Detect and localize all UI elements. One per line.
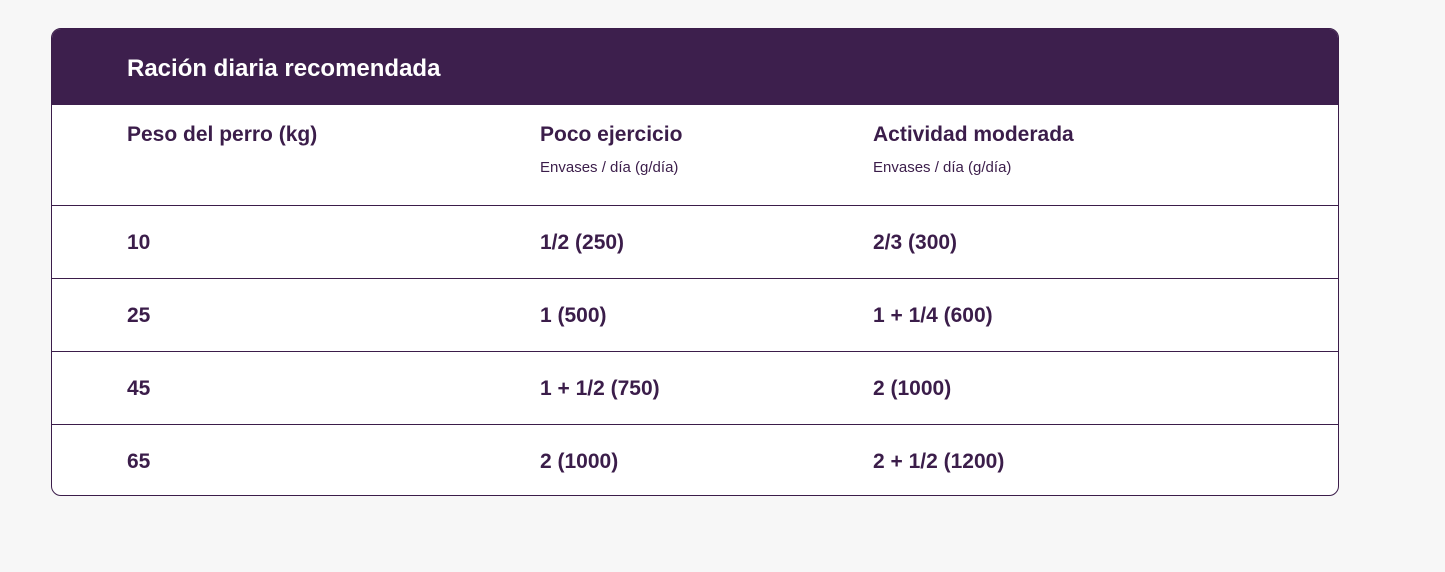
- column-sublabel: Envases / día (g/día): [540, 159, 679, 176]
- cell: 2 + 1/2 (1200): [873, 450, 1005, 473]
- header-row: Peso del perro (kg) Poco ejercicio Envase…: [52, 105, 1338, 206]
- column-label: Peso del perro (kg): [127, 123, 318, 146]
- cell: 2 (1000): [873, 377, 952, 400]
- table-row: 25 1 (500) 1 + 1/4 (600): [52, 279, 1338, 352]
- cell: 1 + 1/2 (750): [540, 377, 660, 400]
- table-row: 45 1 + 1/2 (750) 2 (1000): [52, 352, 1338, 425]
- column-label: Actividad moderada: [873, 123, 1074, 146]
- table-title: Ración diaria recomendada: [52, 29, 1338, 105]
- cell: 1 (500): [540, 304, 607, 327]
- column-header: Actividad moderada Envases / día (g/día): [873, 123, 1074, 176]
- table-row: 10 1/2 (250) 2/3 (300): [52, 206, 1338, 279]
- column-header: Poco ejercicio Envases / día (g/día): [540, 123, 682, 176]
- cell: 65: [127, 450, 151, 473]
- cell: 25: [127, 304, 151, 327]
- cell: 2/3 (300): [873, 231, 958, 254]
- cell: 1/2 (250): [540, 231, 625, 254]
- column-label: Poco ejercicio: [540, 123, 683, 146]
- cell: 2 (1000): [540, 450, 619, 473]
- cell: 1 + 1/4 (600): [873, 304, 993, 327]
- ration-table: Ración diaria recomendada Peso del perro…: [51, 28, 1339, 496]
- column-sublabel: Envases / día (g/día): [873, 159, 1012, 176]
- cell: 45: [127, 377, 151, 400]
- cell: 10: [127, 231, 151, 254]
- table-row: 65 2 (1000) 2 + 1/2 (1200): [52, 425, 1338, 495]
- column-header: Peso del perro (kg): [127, 123, 317, 147]
